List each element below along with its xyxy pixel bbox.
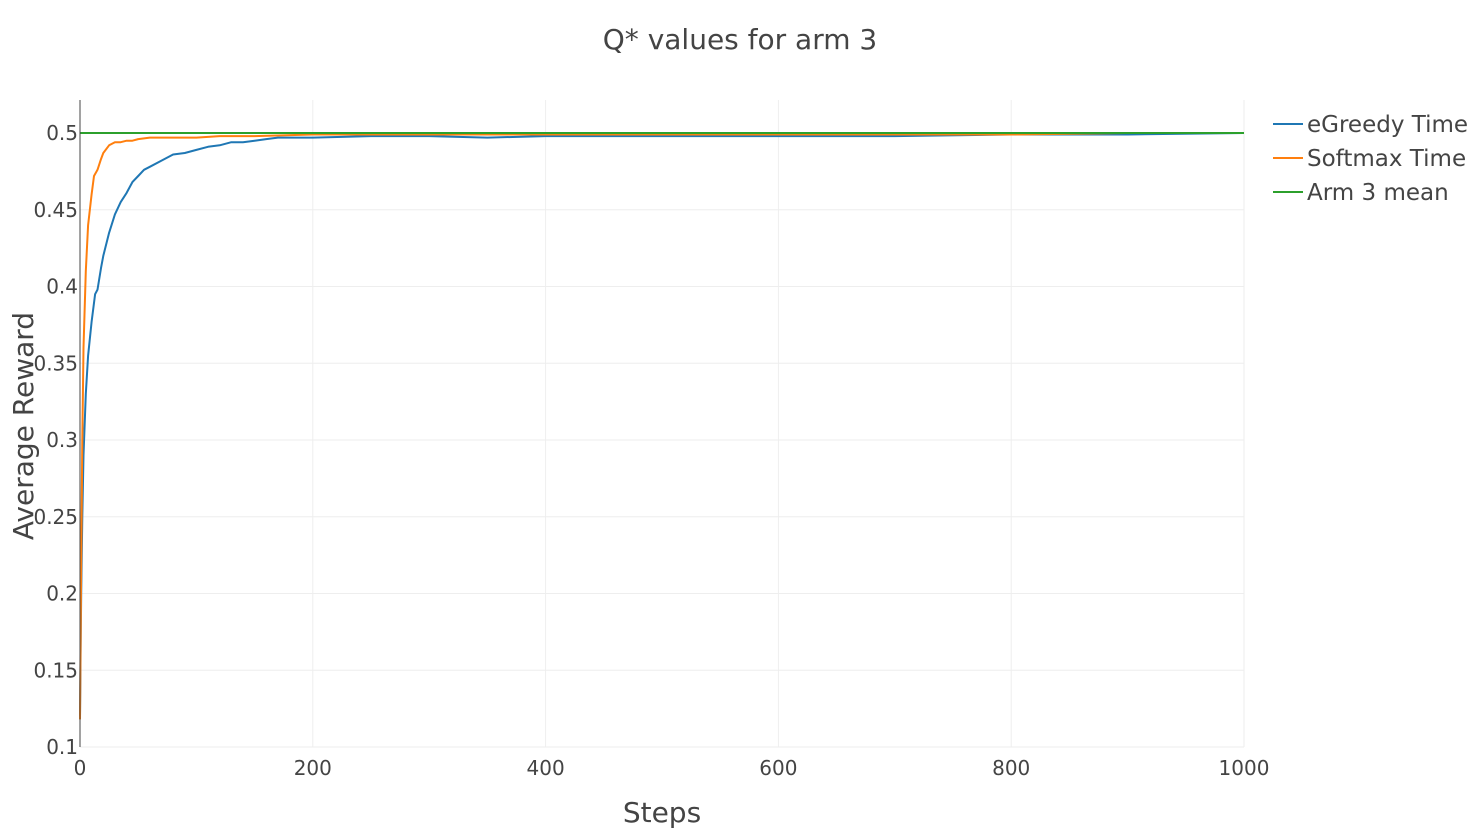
y-tick-label: 0.4: [46, 275, 78, 299]
x-tick-labels: 0 200 400 600 800 1000: [74, 756, 1270, 780]
y-axis-title: Average Reward: [7, 312, 40, 540]
legend-label: Arm 3 mean: [1307, 180, 1449, 206]
y-tick-label: 0.3: [46, 428, 78, 452]
series-line-egreedy-time: [79, 132, 1245, 717]
legend-item-arm-3-mean[interactable]: Arm 3 mean: [1273, 180, 1449, 206]
x-tick-label: 1000: [1219, 756, 1270, 780]
legend-label: eGreedy Time: [1307, 112, 1468, 138]
x-axis-title: Steps: [623, 796, 701, 829]
x-tick-label: 200: [294, 756, 332, 780]
legend-label: Softmax Time: [1307, 146, 1466, 172]
chart-title: Q* values for arm 3: [603, 23, 877, 56]
series-line-softmax-time: [79, 132, 1244, 720]
y-tick-label: 0.45: [33, 198, 78, 222]
legend-item-egreedy-time[interactable]: eGreedy Time: [1273, 112, 1468, 138]
x-tick-label: 800: [992, 756, 1030, 780]
y-tick-label: 0.35: [33, 351, 78, 375]
y-tick-label: 0.2: [46, 582, 78, 606]
y-tick-label: 0.5: [46, 121, 78, 145]
series-layer: [79, 132, 1245, 720]
y-tick-label: 0.25: [33, 505, 78, 529]
y-tick-label: 0.1: [46, 735, 78, 759]
y-tick-label: 0.15: [33, 658, 78, 682]
grid: [80, 100, 1245, 748]
x-tick-label: 600: [759, 756, 797, 780]
legend-item-softmax-time[interactable]: Softmax Time: [1273, 146, 1466, 172]
x-tick-label: 400: [527, 756, 565, 780]
y-tick-labels: 0.1 0.15 0.2 0.25 0.3 0.35 0.4 0.45 0.5: [33, 121, 78, 759]
legend[interactable]: eGreedy Time Softmax Time Arm 3 mean: [1273, 112, 1468, 206]
x-tick-label: 0: [74, 756, 87, 780]
